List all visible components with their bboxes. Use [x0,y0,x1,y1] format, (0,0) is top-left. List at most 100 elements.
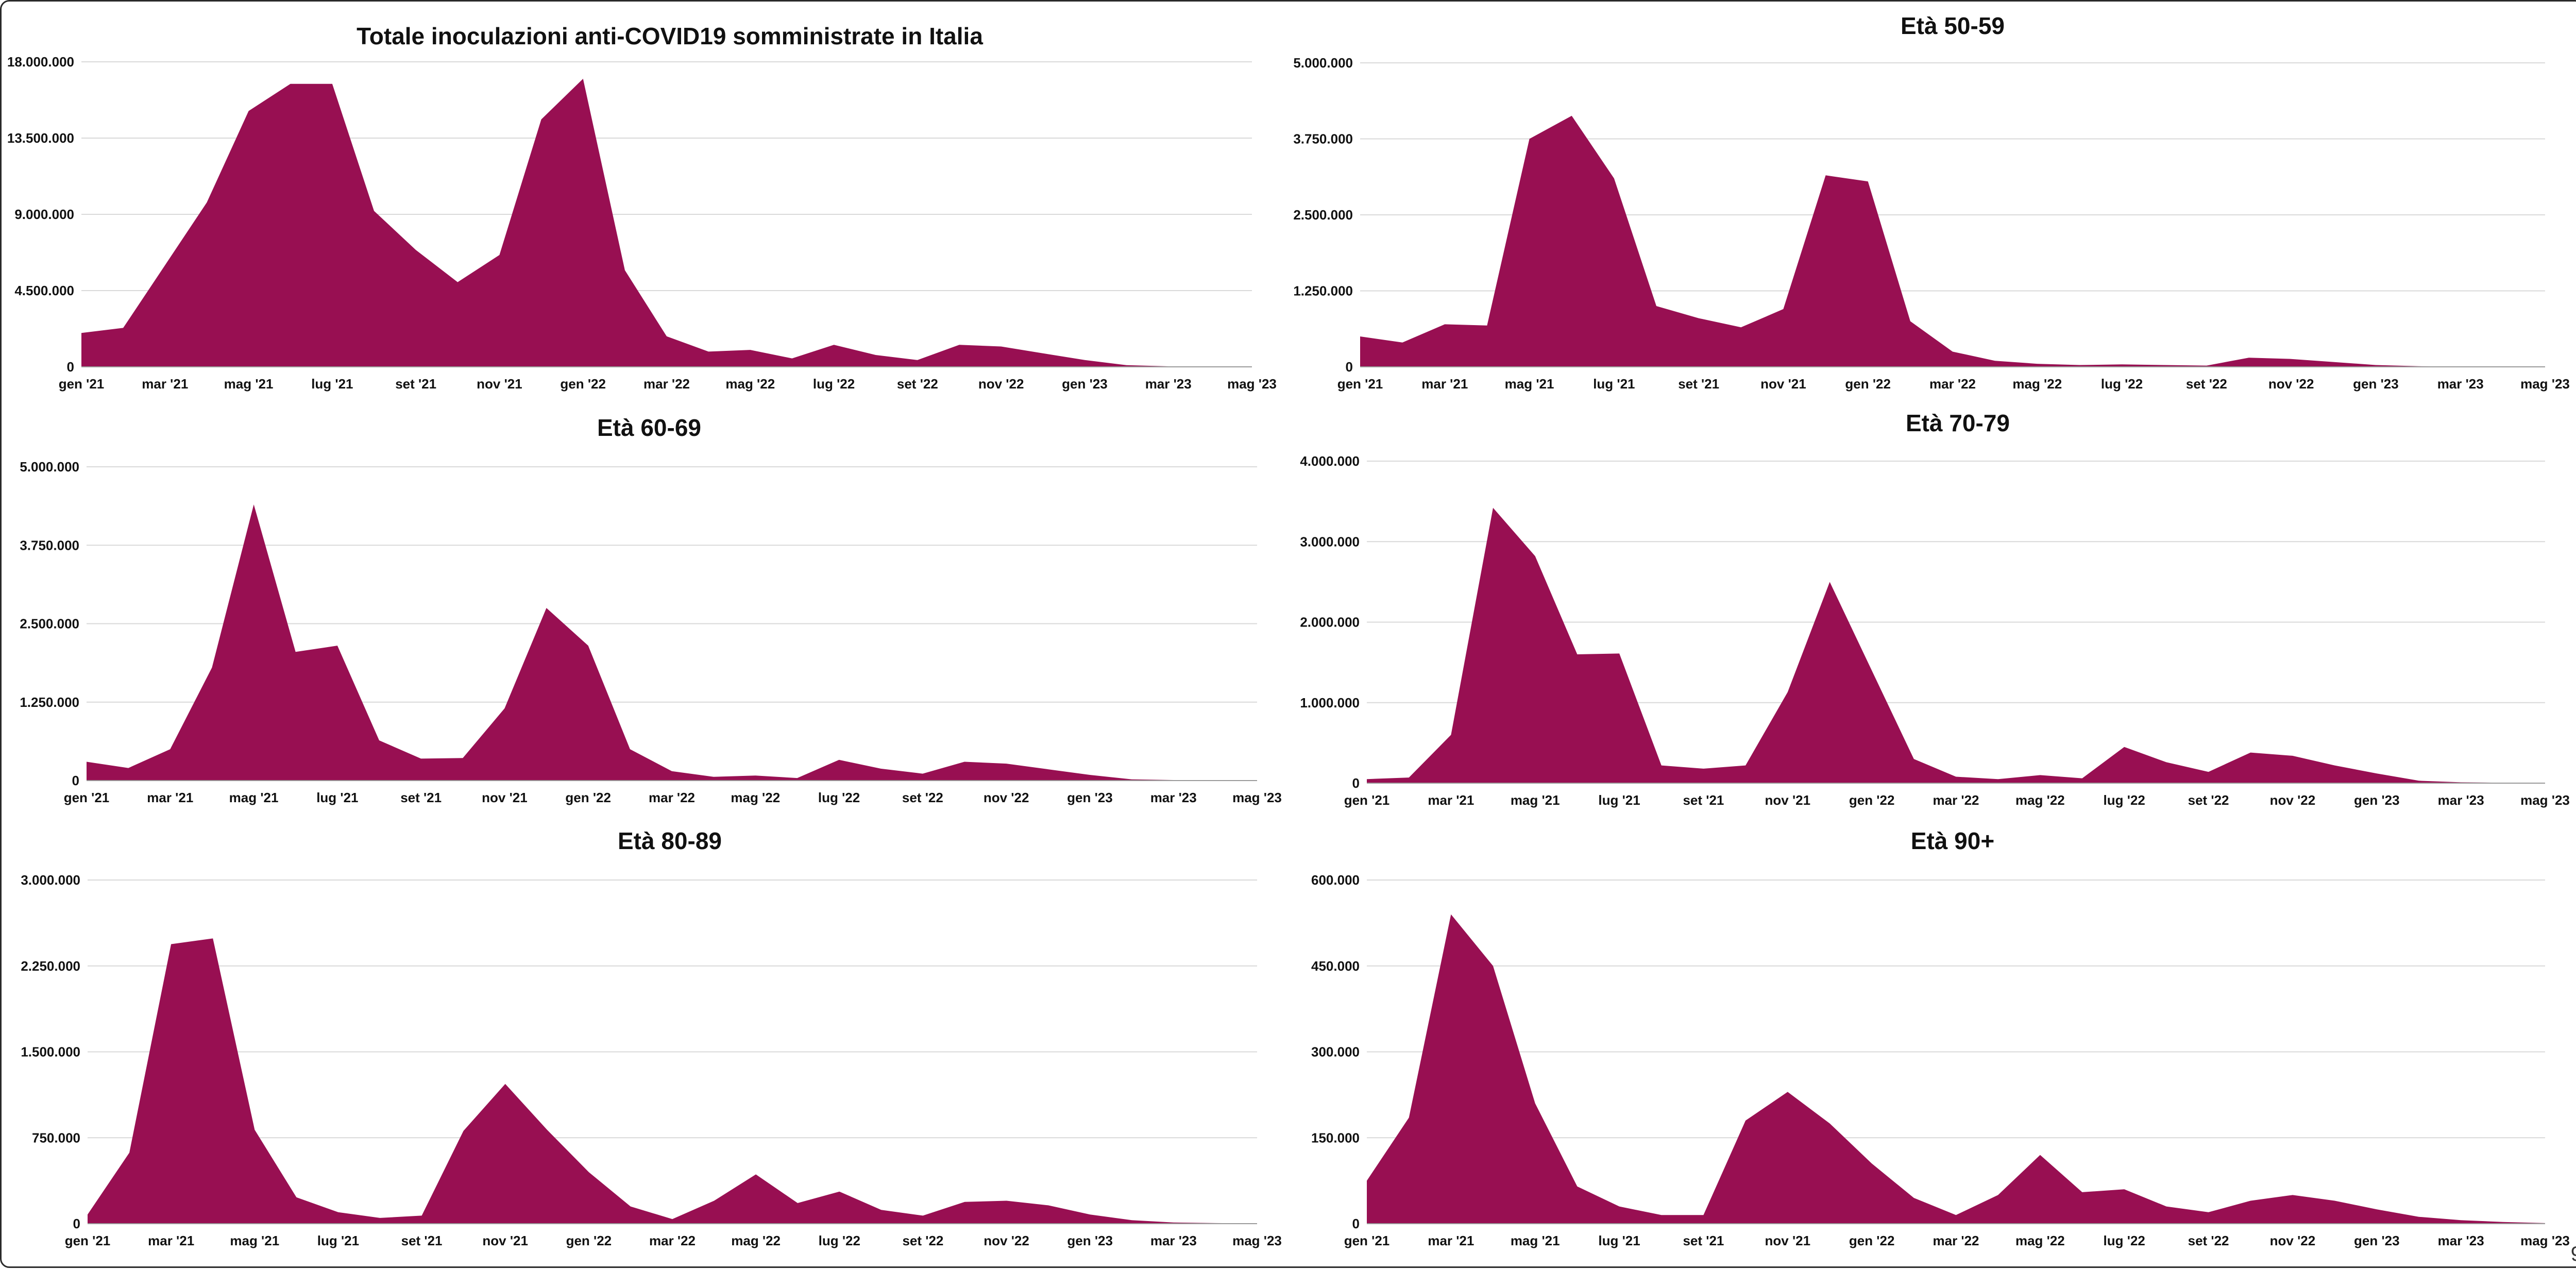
x-tick-label: mar '22 [643,376,690,392]
x-tick-label: mar '22 [1929,376,1976,392]
x-tick-label: gen '23 [1067,790,1113,805]
x-tick-label: gen '22 [565,790,611,805]
x-tick-label: mag '23 [1232,790,1282,805]
chart-title: Età 80-89 [618,827,722,854]
x-tick-label: mar '21 [1428,1233,1474,1248]
chart-age-60-69: Età 60-69 0 1.250.000 2.500.000 3.750.000 5.0… [0,407,1282,814]
x-tick-label: set '21 [1678,376,1719,392]
y-tick-label: 2.500.000 [20,616,79,632]
chart-svg: Età 70-79 0 1.000.000 2.000.000 3.000.000 4.0… [1300,410,2570,808]
chart-title: Età 50-59 [1901,12,2005,39]
x-tick-label: mag '22 [2015,792,2065,808]
chart-title: Totale inoculazioni anti-COVID19 sommini… [357,23,983,49]
x-tick-label: mag '22 [725,376,775,392]
x-tick-label: set '21 [400,790,442,805]
x-tick-label: lug '22 [818,790,860,805]
x-tick-label: nov '21 [1760,376,1806,392]
x-tick-label: gen '22 [560,376,606,392]
x-tick-label: nov '22 [978,376,1024,392]
x-tick-label: set '22 [902,790,943,805]
y-tick-label: 4.500.000 [14,283,74,298]
x-tick-label: gen '21 [59,376,105,392]
x-tick-label: gen '21 [65,1233,111,1248]
y-tick-label: 5.000.000 [20,459,79,475]
x-tick-label: mar '22 [649,790,695,805]
x-tick-label: mag '21 [1511,1233,1560,1248]
y-tick-label: 18.000.000 [7,54,74,70]
chart-svg: Età 60-69 0 1.250.000 2.500.000 3.750.000 5.0… [20,414,1282,805]
chart-svg: Età 80-89 0 750.000 1.500.000 2.250.000 3.000… [21,827,1282,1248]
x-tick-label: lug '21 [316,790,358,805]
x-tick-label: mag '21 [1505,376,1554,392]
series-area [88,938,1257,1224]
y-tick-label: 750.000 [32,1130,80,1145]
x-tick-label: set '22 [902,1233,943,1248]
x-tick-label: mar '23 [1145,376,1192,392]
x-tick-label: gen '23 [2353,376,2399,392]
x-tick-label: gen '23 [1062,376,1108,392]
x-tick-label: mag '22 [731,790,780,805]
chart-age-70-79: Età 70-79 0 1.000.000 2.000.000 3.000.000 4.0… [1288,407,2570,814]
x-tick-label: mar '22 [649,1233,696,1248]
x-tick-label: mag '23 [1227,376,1277,392]
chart-title: Età 70-79 [1906,410,2010,436]
x-tick-label: set '21 [401,1233,443,1248]
x-tick-label: lug '21 [1593,376,1635,392]
x-tick-label: mar '21 [142,376,188,392]
x-tick-label: mag '22 [2015,1233,2065,1248]
series-area [1360,115,2545,367]
x-tick-label: mag '23 [2520,1233,2570,1248]
chart-svg: Età 50-59 0 1.250.000 2.500.000 3.750.000 5.0… [1293,12,2570,392]
x-tick-label: lug '22 [2104,792,2145,808]
x-tick-label: mag '21 [1511,792,1560,808]
x-tick-label: lug '21 [311,376,353,392]
x-tick-label: nov '22 [2270,792,2316,808]
x-tick-label: gen '21 [1344,792,1390,808]
x-tick-label: mag '22 [2012,376,2062,392]
x-tick-label: gen '21 [1344,1233,1390,1248]
x-tick-label: mar '22 [1933,1233,1979,1248]
chart-svg: Età 90+ 0 150.000 300.000 450.000 600.000 gen … [1311,827,2570,1248]
y-tick-label: 0 [73,1216,80,1231]
y-tick-label: 450.000 [1311,958,1360,974]
x-tick-label: mar '23 [1150,790,1197,805]
x-tick-label: gen '23 [2354,1233,2400,1248]
y-tick-label: 0 [67,359,74,375]
x-tick-label: set '21 [1683,1233,1724,1248]
y-tick-label: 600.000 [1311,872,1360,888]
x-tick-label: gen '22 [1849,1233,1895,1248]
x-tick-label: nov '22 [984,1233,1029,1248]
y-tick-label: 300.000 [1311,1044,1360,1060]
y-tick-label: 13.500.000 [7,130,74,146]
x-tick-label: lug '22 [819,1233,860,1248]
y-tick-label: 5.000.000 [1293,55,1353,71]
x-tick-label: mag '23 [2520,792,2570,808]
x-tick-label: lug '22 [2101,376,2143,392]
y-tick-label: 3.000.000 [1300,534,1360,549]
y-tick-label: 1.500.000 [21,1044,80,1060]
x-tick-label: gen '23 [1067,1233,1113,1248]
page-number: 9 [2571,1243,2576,1266]
x-tick-label: set '22 [2186,376,2227,392]
x-tick-label: mar '23 [1150,1233,1197,1248]
x-tick-label: mag '21 [230,1233,279,1248]
x-tick-label: nov '21 [1765,1233,1811,1248]
x-tick-label: nov '21 [1765,792,1811,808]
y-tick-label: 0 [72,773,79,788]
x-tick-label: nov '21 [477,376,522,392]
chart-title: Età 60-69 [597,414,701,441]
x-tick-label: nov '21 [482,1233,528,1248]
y-tick-label: 1.000.000 [1300,695,1360,710]
y-tick-label: 150.000 [1311,1130,1360,1145]
y-tick-label: 0 [1352,1216,1360,1231]
y-tick-label: 0 [1352,775,1360,791]
x-tick-label: mag '21 [229,790,279,805]
x-tick-label: set '22 [897,376,938,392]
x-tick-label: nov '21 [482,790,528,805]
series-area [81,78,1252,367]
x-tick-label: mar '21 [1428,792,1474,808]
x-tick-label: mag '23 [1232,1233,1282,1248]
chart-age-50-59: Età 50-59 0 1.250.000 2.500.000 3.750.000 5.0… [1288,0,2570,402]
chart-age-80-89: Età 80-89 0 750.000 1.500.000 2.250.000 3.000… [0,819,1282,1252]
y-tick-label: 2.000.000 [1300,615,1360,630]
